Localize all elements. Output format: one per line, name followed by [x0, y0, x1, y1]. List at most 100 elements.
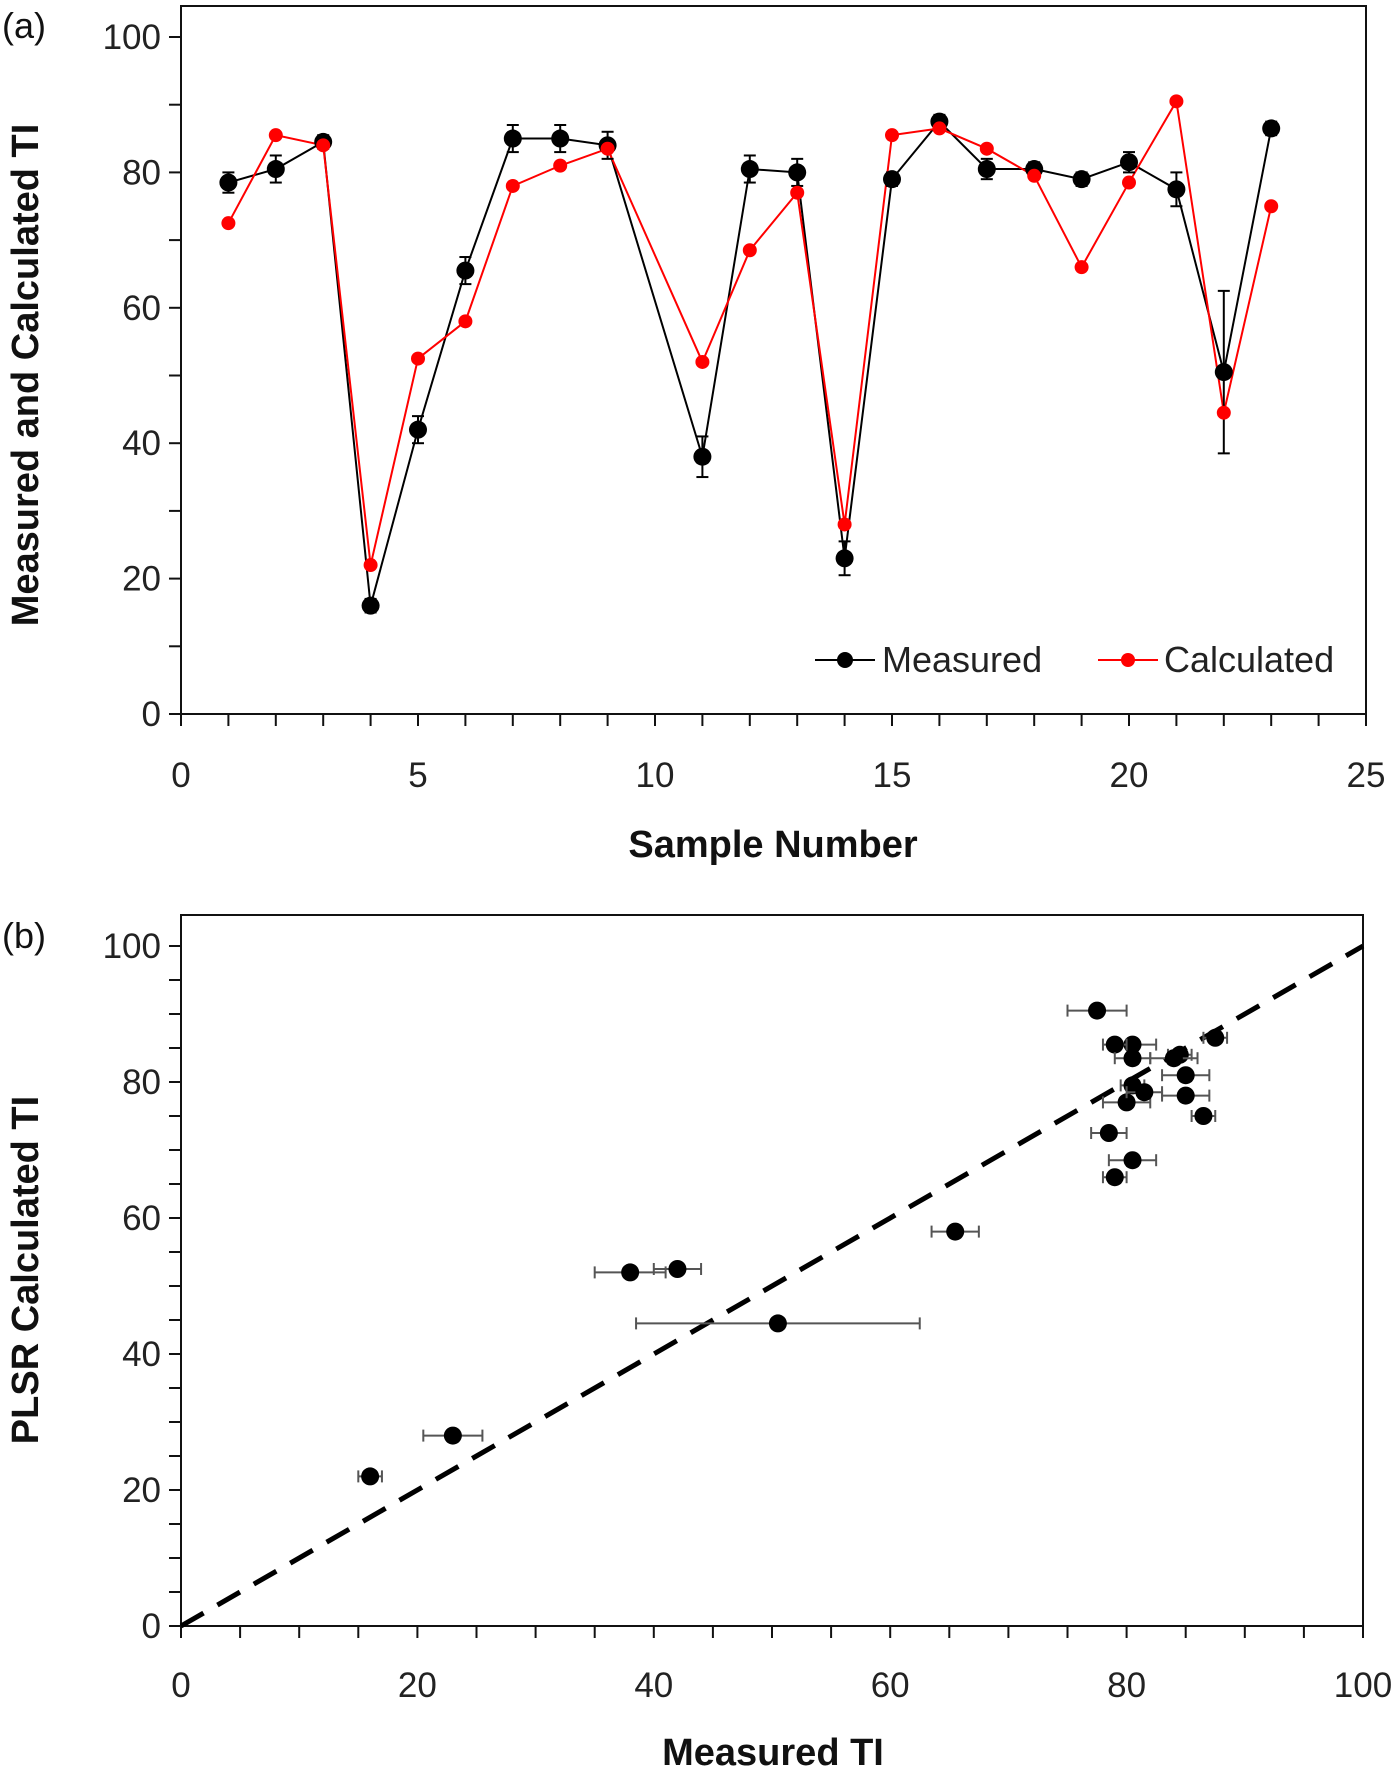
scatter-point — [1105, 1035, 1124, 1054]
legend-label-calculated: Calculated — [1164, 639, 1334, 680]
point-calculated — [885, 128, 899, 143]
panel-b: (b) 0 20 40 60 80 100 0 20 40 60 80 100 Measured TI… — [2, 914, 1392, 1770]
scatter-point — [1123, 1049, 1142, 1068]
point-calculated — [268, 128, 283, 143]
point-measured — [1120, 153, 1138, 172]
series-line-measured — [228, 120, 1273, 606]
x-axis-label-a: Sample Number — [628, 824, 918, 866]
scatter-point — [946, 1222, 965, 1241]
point-calculated — [1122, 175, 1136, 190]
point-measured — [409, 420, 427, 439]
y-tick-label-a: 100 — [103, 18, 161, 57]
point-calculated — [1264, 199, 1279, 214]
point-measured — [503, 129, 522, 148]
legend-marker-measured — [837, 652, 853, 668]
scatter-point — [1164, 1049, 1183, 1068]
point-calculated — [837, 517, 852, 532]
x-tick-label-a: 15 — [873, 756, 912, 795]
point-calculated — [932, 121, 947, 136]
point-calculated — [742, 243, 757, 258]
legend-marker-calculated — [1121, 653, 1135, 667]
scatter-point — [1176, 1086, 1195, 1105]
x-axis-label-b: Measured TI — [662, 1732, 884, 1770]
y-axis-label-b: PLSR Calculated TI — [5, 1096, 47, 1444]
point-measured — [1167, 180, 1186, 199]
x-tick-label-b: 100 — [1334, 1666, 1392, 1705]
point-measured — [835, 549, 854, 568]
scatter-point — [1123, 1151, 1142, 1170]
scatter-point — [1105, 1168, 1124, 1187]
reference-line-y-equals-x — [179, 943, 1365, 1629]
point-calculated — [221, 216, 236, 231]
x-tick-label-b: 80 — [1107, 1666, 1146, 1705]
point-measured — [219, 173, 238, 192]
point-calculated — [363, 558, 378, 573]
point-measured — [551, 129, 570, 148]
scatter-point — [1099, 1124, 1118, 1142]
scatter-point — [668, 1260, 687, 1278]
x-tick-label-a: 5 — [408, 756, 427, 795]
panel-a: (a) 0 5 10 15 20 25 0 20 40 60 80 100 Sample Number… — [2, 5, 1385, 866]
point-calculated — [458, 314, 473, 329]
scatter-point — [361, 1467, 380, 1486]
scatter-point — [443, 1426, 462, 1445]
point-calculated — [553, 158, 568, 173]
plot-frame-b — [180, 914, 1364, 1627]
point-measured — [977, 160, 996, 179]
scatter-point — [1123, 1035, 1142, 1054]
scatter-point — [1194, 1107, 1213, 1125]
scatter-point — [768, 1314, 787, 1333]
point-calculated — [1169, 94, 1184, 109]
point-measured — [693, 447, 712, 466]
y-tick-label-b: 60 — [122, 1199, 161, 1238]
point-measured — [788, 163, 807, 182]
point-calculated — [600, 141, 615, 156]
point-measured — [361, 596, 380, 615]
y-tick-label-b: 100 — [103, 927, 161, 966]
y-tick-label-b: 80 — [122, 1063, 161, 1102]
scatter-point — [1176, 1066, 1195, 1085]
point-calculated — [790, 185, 805, 200]
point-measured — [456, 261, 475, 280]
y-tick-label-a: 60 — [122, 289, 161, 328]
y-axis-label-a: Measured and Calculated TI — [5, 124, 47, 627]
point-calculated — [1216, 405, 1231, 420]
point-calculated — [979, 141, 994, 156]
x-tick-label-b: 60 — [871, 1666, 910, 1705]
y-tick-label-b: 40 — [122, 1335, 161, 1374]
y-tick-label-a: 20 — [122, 560, 161, 599]
legend: Measured Calculated — [815, 639, 1334, 680]
point-calculated — [1074, 260, 1089, 275]
y-tick-label-b: 20 — [122, 1471, 161, 1510]
point-measured — [1262, 119, 1281, 138]
point-measured — [1072, 170, 1091, 189]
point-calculated — [505, 178, 520, 193]
x-tick-label-a: 25 — [1347, 756, 1386, 795]
series-line-calculated — [227, 98, 1273, 566]
x-tick-label-b: 20 — [398, 1666, 437, 1705]
point-calculated — [695, 354, 710, 369]
x-tick-label-a: 20 — [1110, 756, 1149, 795]
point-calculated — [411, 351, 425, 366]
panel-b-label: (b) — [2, 915, 46, 956]
scatter-point — [1206, 1028, 1225, 1047]
scatter-point — [1088, 1001, 1107, 1020]
plot-frame-a — [180, 5, 1367, 715]
point-calculated — [316, 138, 331, 153]
x-tick-label-b: 0 — [171, 1666, 190, 1705]
legend-label-measured: Measured — [882, 639, 1042, 680]
y-tick-label-a: 0 — [142, 695, 161, 734]
scatter-point — [1117, 1093, 1136, 1112]
point-measured — [740, 160, 759, 179]
point-measured — [1214, 363, 1233, 382]
point-calculated — [1027, 168, 1042, 183]
point-measured — [266, 160, 285, 179]
x-tick-label-b: 40 — [634, 1666, 673, 1705]
point-measured — [883, 170, 901, 189]
y-tick-label-a: 40 — [122, 424, 161, 463]
scatter-point — [621, 1263, 640, 1282]
y-tick-label-b: 0 — [142, 1607, 161, 1646]
y-tick-label-a: 80 — [122, 153, 161, 192]
scatter-point — [1135, 1083, 1154, 1102]
